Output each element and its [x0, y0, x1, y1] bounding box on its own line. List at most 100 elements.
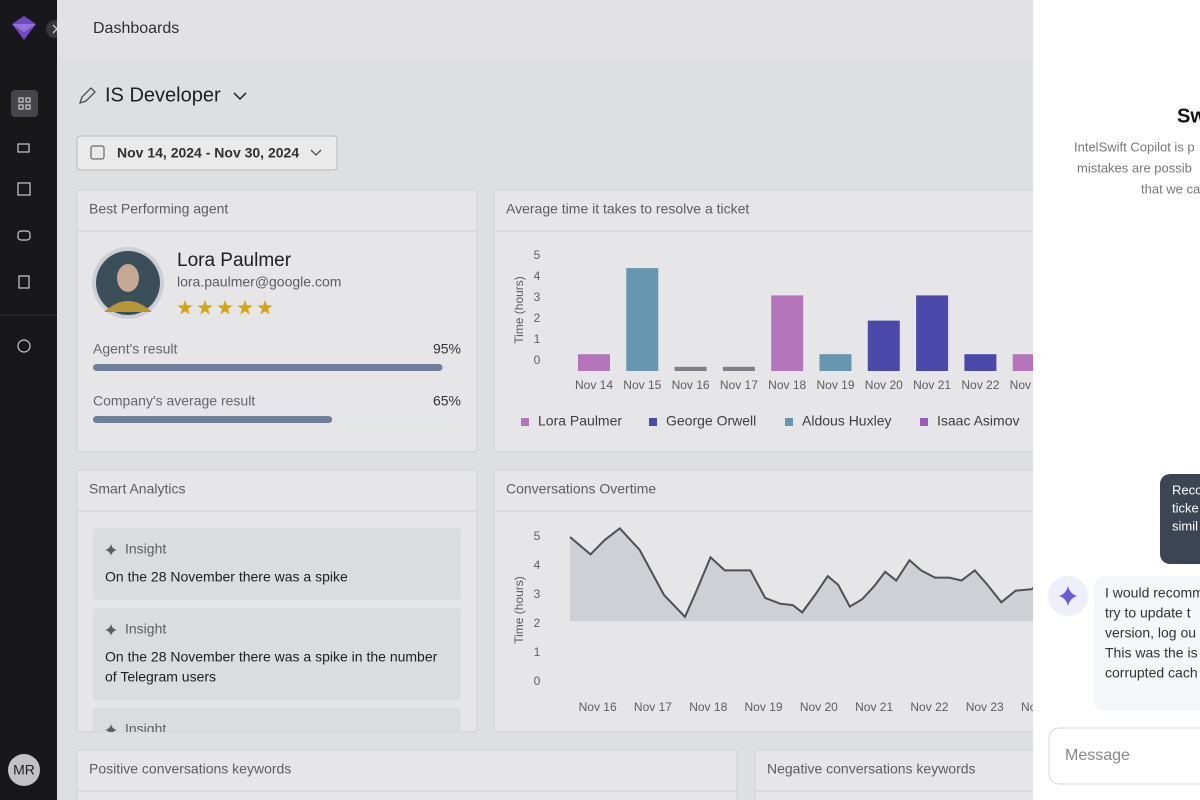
bot-message	[1094, 576, 1200, 711]
bar	[722, 366, 755, 371]
breadcrumb: Dashboards	[93, 20, 179, 37]
x-tick-label: Nov 17	[720, 378, 758, 392]
y-tick-label: 5	[534, 248, 541, 262]
insight-card	[93, 708, 461, 732]
x-tick-label: Nov 24	[1021, 700, 1059, 714]
bot-message-text: This was the is	[1105, 645, 1198, 661]
x-tick-label: Nov 16	[579, 700, 617, 714]
bar	[964, 354, 997, 371]
bar	[674, 366, 707, 371]
agent-shirt	[104, 301, 152, 312]
bot-message-text: try to update t	[1105, 605, 1191, 621]
insight-label: Insight	[125, 721, 166, 737]
y-tick-label: 1	[534, 645, 541, 659]
header	[57, 0, 1033, 58]
card-title: Best Performing agent	[89, 201, 228, 217]
metric-label: Company's average result	[93, 393, 255, 409]
user-message-text: simil	[1172, 518, 1198, 533]
date-dropdown	[310, 149, 322, 156]
y-tick-label: 0	[534, 353, 541, 367]
sparkle-icon	[1059, 586, 1077, 606]
y-tick-label: 4	[534, 269, 541, 283]
x-tick-label: Nov 17	[634, 700, 672, 714]
x-tick-label: Nov 22	[910, 700, 948, 714]
user-message	[1160, 474, 1200, 564]
y-tick-label: 5	[534, 529, 541, 543]
x-tick-label: Nov 20	[800, 700, 838, 714]
x-tick-label: Nov 14	[575, 378, 613, 392]
message-input[interactable]	[1048, 727, 1200, 785]
x-tick-label: Nov 21	[855, 700, 893, 714]
nav-dashboard[interactable]	[11, 90, 38, 117]
x-tick-label: Nov 15	[623, 378, 661, 392]
x-tick-label: Nov 19	[745, 700, 783, 714]
avatar[interactable]	[8, 754, 40, 786]
bar	[867, 320, 900, 371]
progress-fill	[93, 364, 443, 371]
metric-value: 65%	[433, 393, 461, 409]
legend-label: Aldous Huxley	[802, 413, 892, 429]
sparkle-icon	[105, 544, 117, 556]
date-range: Nov 14, 2024 - Nov 30, 2024	[117, 145, 299, 161]
copilot-intro: IntelSwift Copilot is p	[1074, 139, 1195, 154]
y-tick-label: 2	[534, 616, 541, 630]
y-tick-label: 3	[534, 587, 541, 601]
agent-face	[117, 264, 139, 292]
dashboard-title: IS Developer	[105, 84, 221, 106]
modal-overlay[interactable]	[0, 0, 1033, 800]
date-picker[interactable]	[76, 135, 338, 171]
agent-email: lora.paulmer@google.com	[177, 274, 341, 290]
card-dividers	[77, 230, 1155, 792]
copilot-intro: that we ca	[1141, 181, 1200, 196]
progress-fill	[93, 416, 333, 423]
bar	[626, 268, 659, 371]
legend-swatch	[785, 418, 793, 426]
insight-text: of Telegram users	[105, 669, 216, 685]
edit-icon[interactable]	[78, 87, 96, 105]
avatar-initials: MR	[13, 762, 35, 778]
x-tick-label: Nov 20	[865, 378, 903, 392]
bot-message-text: I would recomm	[1105, 585, 1200, 601]
bar	[1012, 354, 1033, 371]
card-title: Smart Analytics	[89, 481, 185, 497]
y-axis-label: Time (hours)	[512, 576, 526, 644]
title-dropdown[interactable]	[233, 92, 247, 101]
logo	[12, 16, 36, 40]
agent-name: Lora Paulmer	[177, 250, 292, 271]
x-tick-label: Nov 23	[966, 700, 1004, 714]
card-title: Conversations Overtime	[506, 481, 656, 497]
sidebar	[0, 0, 57, 800]
copilot-intro: mistakes are possib	[1077, 160, 1192, 175]
legend-swatch	[521, 418, 529, 426]
line-area	[570, 528, 1033, 622]
card-title: Average time it takes to resolve a ticke…	[506, 201, 749, 217]
insight-text: On the 28 November there was a spike	[105, 569, 348, 585]
user-message-text: Reco	[1172, 482, 1200, 497]
card-title: Negative conversations keywords	[767, 761, 976, 777]
legend-label: George Orwell	[666, 413, 756, 429]
star	[217, 300, 233, 315]
legend-swatch	[649, 418, 657, 426]
y-tick-label: 2	[534, 311, 541, 325]
bar	[916, 295, 949, 371]
metric-value: 95%	[433, 341, 461, 357]
bar	[771, 295, 804, 371]
star	[257, 300, 273, 315]
copilot-title: Sw	[1177, 105, 1200, 127]
x-tick-label: Nov 22	[961, 378, 999, 392]
insight-card	[93, 608, 461, 700]
x-tick-label: Nov 19	[816, 378, 854, 392]
legend-label: Isaac Asimov	[937, 413, 1019, 429]
legend-label: Lora Paulmer	[538, 413, 622, 429]
legend-swatch	[920, 418, 928, 426]
calendar-icon	[90, 145, 105, 160]
star	[197, 300, 213, 315]
insight-label: Insight	[125, 621, 166, 637]
nav-icons	[17, 97, 31, 353]
sparkle-icon	[105, 724, 117, 732]
x-tick-label: Nov 23	[1010, 378, 1048, 392]
metric-label: Agent's result	[93, 341, 177, 357]
line	[569, 526, 1033, 619]
card-title: Positive conversations keywords	[89, 761, 291, 777]
